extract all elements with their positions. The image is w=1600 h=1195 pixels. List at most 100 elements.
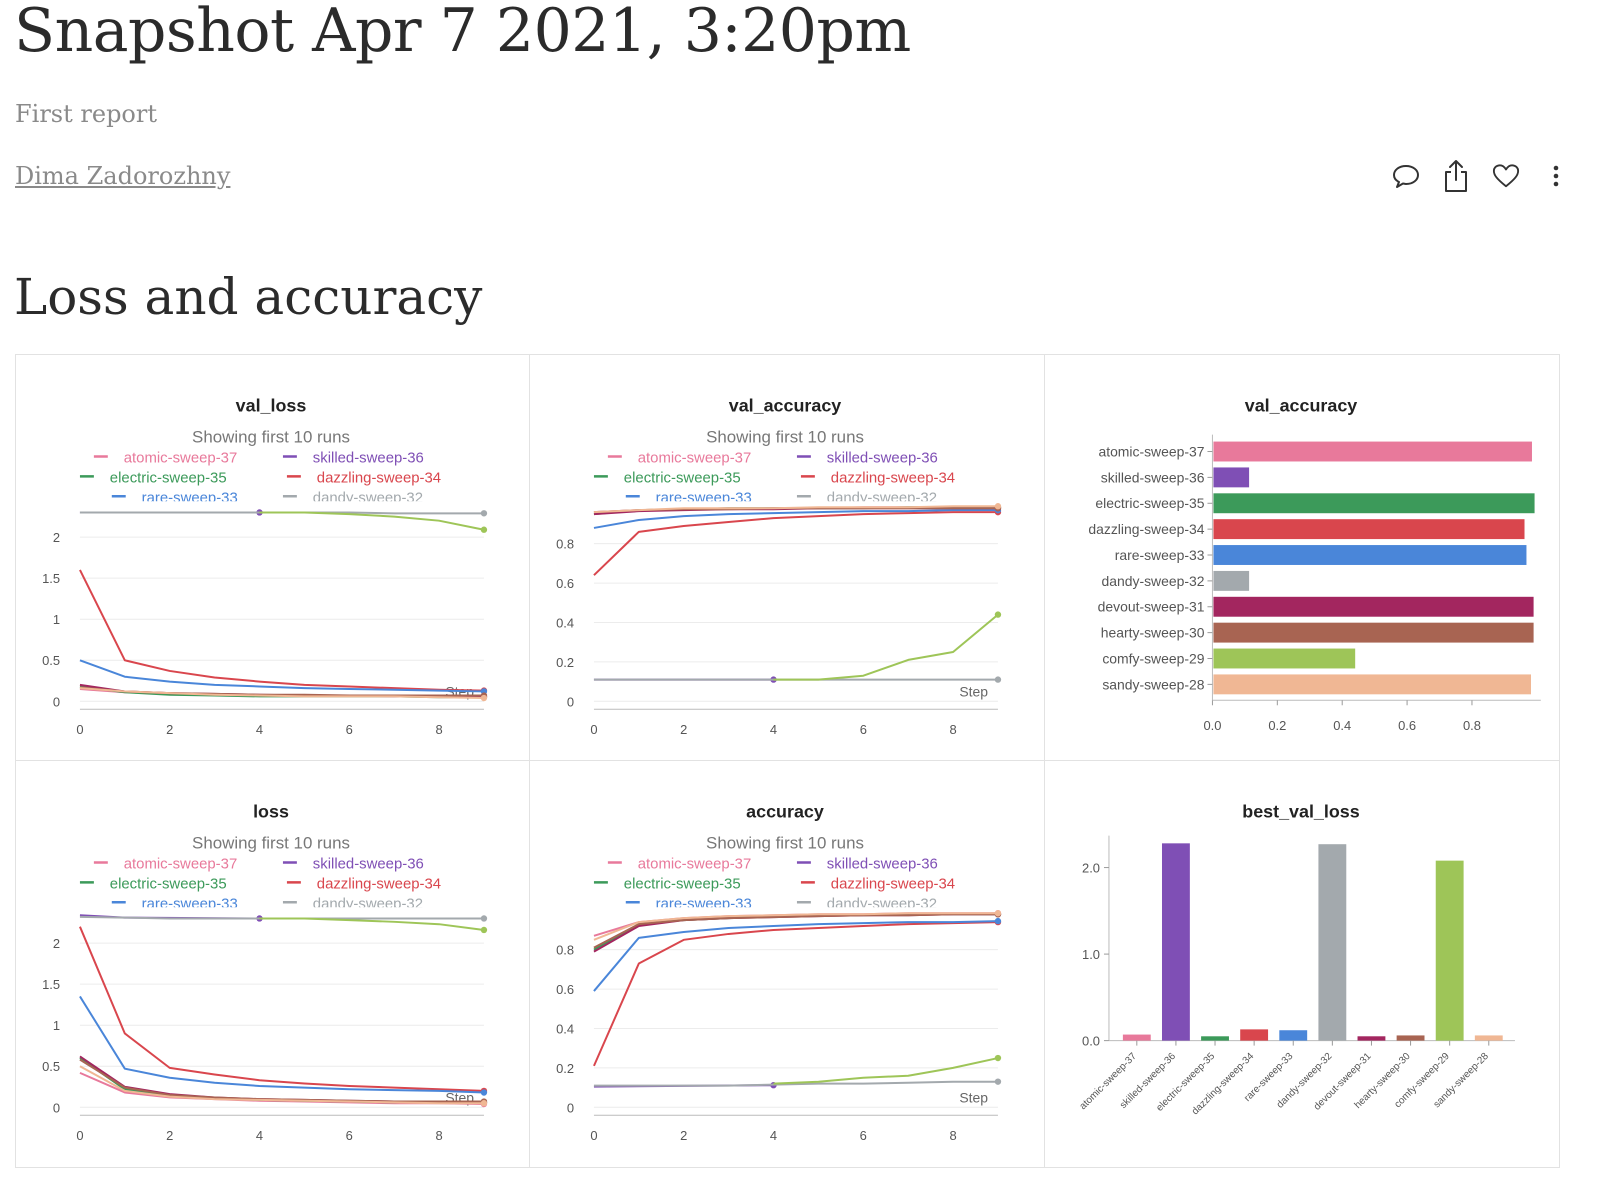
series-line-comfy-sweep-29 [259, 511, 485, 531]
chart-title: val_accuracy [729, 396, 842, 416]
series-endpoint-comfy-sweep-29 [994, 611, 1002, 618]
author-link[interactable]: Dima Zadorozhny [15, 162, 231, 190]
category-label: dandy-sweep-32 [1102, 573, 1205, 589]
panel-val-accuracy[interactable]: val_accuracy Showing first 10 runs 0 0.2 0.4… [529, 354, 1045, 761]
panel-val-accuracy-bar[interactable]: val_accuracy atomic-sweep-37 skilled-sweep… [1044, 354, 1560, 761]
y-tick-label: 0.4 [556, 615, 574, 630]
series-line-rare-sweep-33 [79, 659, 484, 693]
series-endpoint-rare-sweep-33 [994, 917, 1002, 925]
category-label: devout-sweep-31 [1098, 599, 1205, 615]
x-tick-label: 4 [770, 722, 777, 737]
x-tick-label: 0.8 [1463, 718, 1481, 733]
category-label: electric-sweep-35 [1095, 495, 1204, 511]
legend: atomic-sweep-37 skilled-sweep-36 electric-… [593, 855, 955, 912]
y-tick-label: 0.6 [556, 576, 574, 591]
series-line-electric-sweep-35 [593, 913, 998, 951]
x-tick-label: 4 [770, 1128, 777, 1143]
y-tick-label: 0 [53, 694, 60, 709]
series-endpoint-dandy-sweep-32 [480, 510, 488, 517]
comment-icon[interactable] [1392, 160, 1420, 192]
val-accuracy-bar-chart: val_accuracy atomic-sweep-37 skilled-sweep… [1088, 396, 1541, 733]
chart-subtitle: Showing first 10 runs [706, 428, 864, 447]
chart-subtitle: Showing first 10 runs [192, 834, 350, 853]
x-tick-label: 4 [256, 1128, 263, 1143]
category-label: comfy-sweep-29 [1102, 650, 1204, 666]
y-tick-label: 1 [53, 1018, 60, 1033]
y-tick-label: 0.2 [556, 1061, 574, 1076]
val-loss-chart: val_loss Showing first 10 runs 0 0.5 1 1.5 2 0 2… [42, 396, 488, 737]
series-line-sandy-sweep-28 [79, 687, 484, 700]
y-tick-label: 1 [53, 612, 60, 627]
legend-label-dazzling-sweep-34: dazzling-sweep-34 [317, 469, 441, 486]
legend-label-dandy-sweep-32: dandy-sweep-32 [313, 489, 423, 506]
panel-accuracy[interactable]: accuracy Showing first 10 runs 0 0.2 0.4 0.6 0… [529, 760, 1045, 1168]
x-tick-label: 2 [166, 1128, 173, 1143]
series-endpoint-dandy-sweep-32 [994, 676, 1002, 683]
legend: atomic-sweep-37 skilled-sweep-36 electric-… [593, 449, 955, 501]
y-tick-label: 0.8 [556, 537, 574, 552]
legend-label-dandy-sweep-32: dandy-sweep-32 [313, 895, 423, 912]
y-tick-label: 1.5 [42, 977, 60, 992]
legend-label-electric-sweep-35: electric-sweep-35 [624, 875, 741, 892]
bar-hearty-sweep-30 [1396, 1035, 1425, 1041]
series-line-rare-sweep-33 [593, 920, 998, 992]
x-axis-label: Step [959, 1089, 988, 1105]
report-subtitle: First report [15, 100, 157, 128]
category-label: dazzling-sweep-34 [1088, 521, 1204, 537]
panel-val-loss[interactable]: val_loss Showing first 10 runs 0 0.5 1 1.5 2 0 2… [15, 354, 530, 761]
more-icon[interactable] [1542, 160, 1570, 192]
y-tick-label: 2 [53, 936, 60, 951]
bar-hearty-sweep-30 [1213, 622, 1534, 643]
series-endpoint-sandy-sweep-28 [994, 503, 1002, 510]
x-tick-label: 8 [949, 722, 956, 737]
series-line-comfy-sweep-29 [773, 613, 999, 681]
x-tick-label: 0 [590, 722, 597, 737]
x-tick-label: 2 [680, 722, 687, 737]
legend-label-dazzling-sweep-34: dazzling-sweep-34 [317, 875, 441, 892]
series-line-comfy-sweep-29 [773, 1057, 999, 1085]
x-axis-label: Step [959, 683, 988, 699]
series-endpoint-rare-sweep-33 [480, 1089, 488, 1096]
legend-label-electric-sweep-35: electric-sweep-35 [624, 469, 741, 486]
panel-loss[interactable]: loss Showing first 10 runs 0 0.5 1 1.5 2 0 2 4 6 8 S… [15, 760, 530, 1168]
x-tick-label: 6 [346, 722, 353, 737]
x-tick-label: 8 [435, 722, 442, 737]
series-line-sandy-sweep-28 [593, 912, 998, 941]
category-label: hearty-sweep-30 [1101, 625, 1205, 641]
panel-grid: val_loss Showing first 10 runs 0 0.5 1 1.5 2 0 2… [15, 354, 1560, 1168]
legend-label-rare-sweep-33: rare-sweep-33 [656, 895, 752, 912]
bar-comfy-sweep-29 [1213, 648, 1356, 669]
bar-rare-sweep-33 [1279, 1030, 1308, 1041]
series-endpoint-sandy-sweep-28 [480, 694, 488, 702]
panel-best-val-loss[interactable]: best_val_loss 0.0 1.0 2.0 atomic-sweep-37 ski… [1044, 760, 1560, 1168]
legend: atomic-sweep-37 skilled-sweep-36 electric-… [79, 855, 441, 912]
bar-devout-sweep-31 [1357, 1036, 1386, 1041]
bar-sandy-sweep-28 [1213, 674, 1532, 695]
chart-subtitle: Showing first 10 runs [192, 428, 350, 447]
bar-dazzling-sweep-34 [1240, 1029, 1269, 1041]
series-line-hearty-sweep-30 [593, 913, 998, 949]
share-icon[interactable] [1442, 160, 1470, 192]
bar-comfy-sweep-29 [1435, 860, 1464, 1041]
bar-sandy-sweep-28 [1474, 1035, 1503, 1041]
x-tick-label: 0 [76, 1128, 83, 1143]
chart-title: val_loss [236, 396, 307, 416]
chart-title: loss [253, 802, 289, 822]
report-actions [1392, 160, 1570, 192]
legend-label-atomic-sweep-37: atomic-sweep-37 [124, 449, 238, 466]
category-label: sandy-sweep-28 [1102, 676, 1204, 692]
chart-title: accuracy [746, 802, 824, 822]
legend-label-skilled-sweep-36: skilled-sweep-36 [827, 855, 938, 872]
heart-icon[interactable] [1492, 160, 1520, 192]
series-line-comfy-sweep-29 [259, 917, 485, 931]
legend-label-dandy-sweep-32: dandy-sweep-32 [827, 895, 937, 912]
x-tick-label: 2 [680, 1128, 687, 1143]
best-val-loss-chart: best_val_loss0.01.02.0atomic-sweep-37ski… [1078, 802, 1515, 1117]
series-endpoint-sandy-sweep-28 [994, 910, 1002, 917]
legend-label-rare-sweep-33: rare-sweep-33 [142, 489, 238, 506]
series-endpoint-dandy-sweep-32 [994, 1078, 1002, 1085]
y-tick-label: 2 [53, 530, 60, 545]
bar-dazzling-sweep-34 [1213, 519, 1525, 540]
x-tick-label: 8 [949, 1128, 956, 1143]
